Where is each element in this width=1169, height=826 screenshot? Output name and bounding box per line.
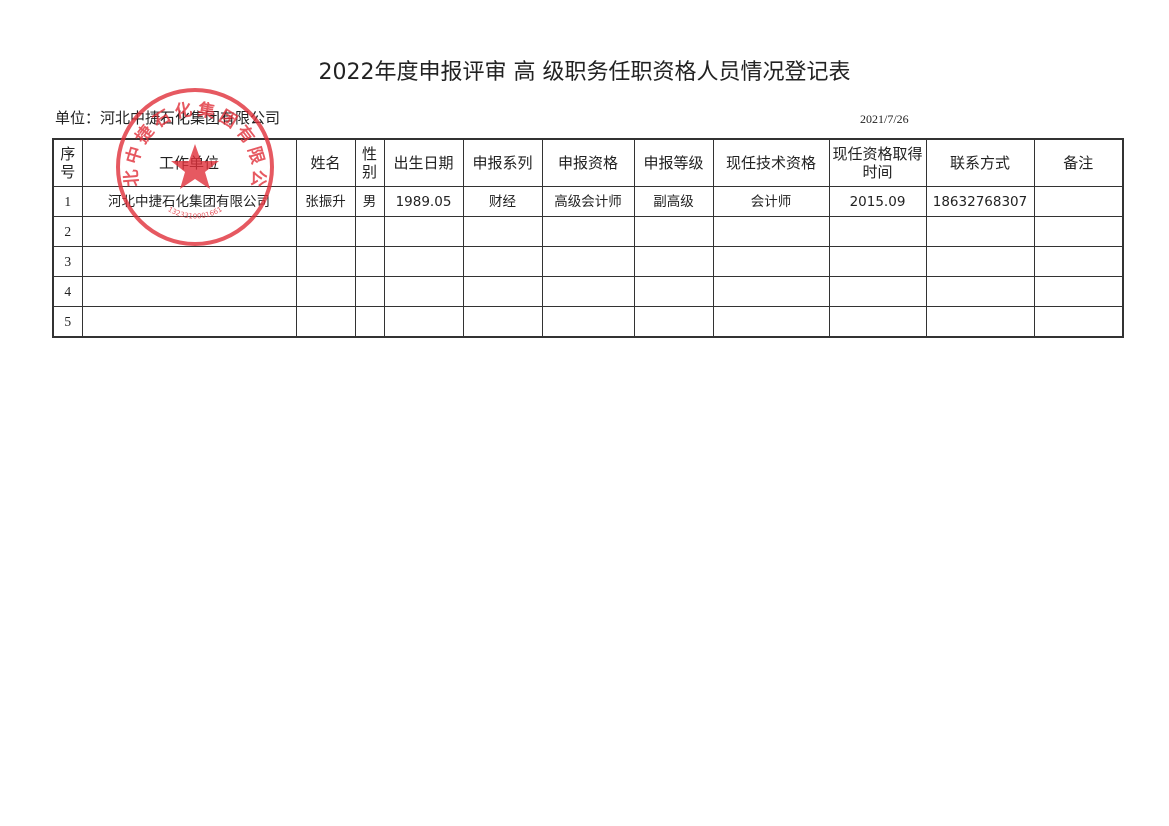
table-cell: 高级会计师 — [541, 186, 635, 217]
table-cell — [295, 246, 356, 277]
title: 2022年度申报评审 高 级职务任职资格人员情况登记表 — [318, 60, 851, 85]
column-header: 姓名 — [295, 138, 356, 187]
table-cell: 1989.05 — [383, 186, 464, 217]
table-cell — [1033, 216, 1124, 247]
stamp-star — [171, 144, 219, 189]
column-header: 现任技术资格 — [712, 138, 830, 187]
unit-line: 单位：河北中捷石化集团有限公司 — [55, 107, 280, 128]
unit-name: 河北中捷石化集团有限公司 — [100, 109, 281, 127]
table-cell — [383, 306, 464, 338]
column-header: 申报等级 — [633, 138, 714, 187]
table-row: 3 — [52, 246, 1124, 277]
table-cell — [81, 306, 297, 338]
table-cell — [828, 276, 927, 307]
table-cell — [1033, 306, 1124, 338]
column-header: 联系方式 — [925, 138, 1035, 187]
table-cell — [541, 306, 635, 338]
column-header: 现任资格取得时间 — [828, 138, 927, 187]
table-cell: 4 — [52, 276, 83, 307]
table-cell: 财经 — [462, 186, 543, 217]
column-header: 申报资格 — [541, 138, 635, 187]
table-cell — [1033, 186, 1124, 217]
table-cell — [383, 216, 464, 247]
table-cell — [354, 276, 385, 307]
table-cell — [828, 216, 927, 247]
table-cell — [295, 306, 356, 338]
table-cell — [925, 216, 1035, 247]
table-cell — [828, 306, 927, 338]
table-cell — [383, 276, 464, 307]
table-cell — [828, 246, 927, 277]
table-cell — [81, 276, 297, 307]
table-cell: 张振升 — [295, 186, 356, 217]
table-cell — [354, 306, 385, 338]
table-cell — [462, 276, 543, 307]
header-row: 序号工作单位姓名性别出生日期申报系列申报资格申报等级现任技术资格现任资格取得时间… — [52, 138, 1124, 187]
column-header: 申报系列 — [462, 138, 543, 187]
table-cell: 河北中捷石化集团有限公司 — [81, 186, 297, 217]
table-cell: 会计师 — [712, 186, 830, 217]
table-cell — [462, 246, 543, 277]
table-row: 5 — [52, 306, 1124, 338]
column-header: 出生日期 — [383, 138, 464, 187]
table-row: 4 — [52, 276, 1124, 307]
table-cell — [295, 216, 356, 247]
table-cell — [1033, 276, 1124, 307]
column-header: 序号 — [52, 138, 83, 187]
unit-label: 单位： — [55, 109, 101, 127]
stamp-code: 1323310001661 — [166, 205, 223, 220]
table-cell — [712, 276, 830, 307]
table-body: 1 河北中捷石化集团有限公司 张振升男 1989.05 财经 高级会计师 副高级 会计师 201… — [52, 186, 1124, 338]
table-cell: 3 — [52, 246, 83, 277]
table-cell — [81, 246, 297, 277]
table-cell — [633, 246, 714, 277]
table-cell: 副高级 — [633, 186, 714, 217]
table-cell — [925, 246, 1035, 277]
table-cell: 2015.09 — [828, 186, 927, 217]
table-cell — [541, 246, 635, 277]
table-cell — [462, 216, 543, 247]
table-cell: 18632768307 — [925, 186, 1035, 217]
table-cell: 男 — [354, 186, 385, 217]
table-cell — [383, 246, 464, 277]
table-cell — [633, 276, 714, 307]
table-cell: 5 — [52, 306, 83, 338]
table-cell — [712, 216, 830, 247]
table-cell — [712, 306, 830, 338]
table-cell — [633, 216, 714, 247]
table-cell — [462, 306, 543, 338]
table-cell — [295, 276, 356, 307]
column-header: 备注 — [1033, 138, 1124, 187]
stamp-ring — [116, 88, 274, 246]
table-cell — [712, 246, 830, 277]
table-cell — [354, 246, 385, 277]
table-cell: 1 — [52, 186, 83, 217]
table-cell: 2 — [52, 216, 83, 247]
table-cell — [1033, 246, 1124, 277]
table-cell — [541, 216, 635, 247]
table-cell — [541, 276, 635, 307]
stamp: 河北中捷石化集团有限公司 1323310001661 — [112, 84, 274, 246]
table-cell — [354, 216, 385, 247]
table-cell — [633, 306, 714, 338]
table-cell — [925, 276, 1035, 307]
date: 2021/7/26 — [860, 112, 909, 126]
registration-table: 序号工作单位姓名性别出生日期申报系列申报资格申报等级现任技术资格现任资格取得时间… — [52, 138, 1124, 338]
table-cell — [925, 306, 1035, 338]
column-header: 性别 — [354, 138, 385, 187]
